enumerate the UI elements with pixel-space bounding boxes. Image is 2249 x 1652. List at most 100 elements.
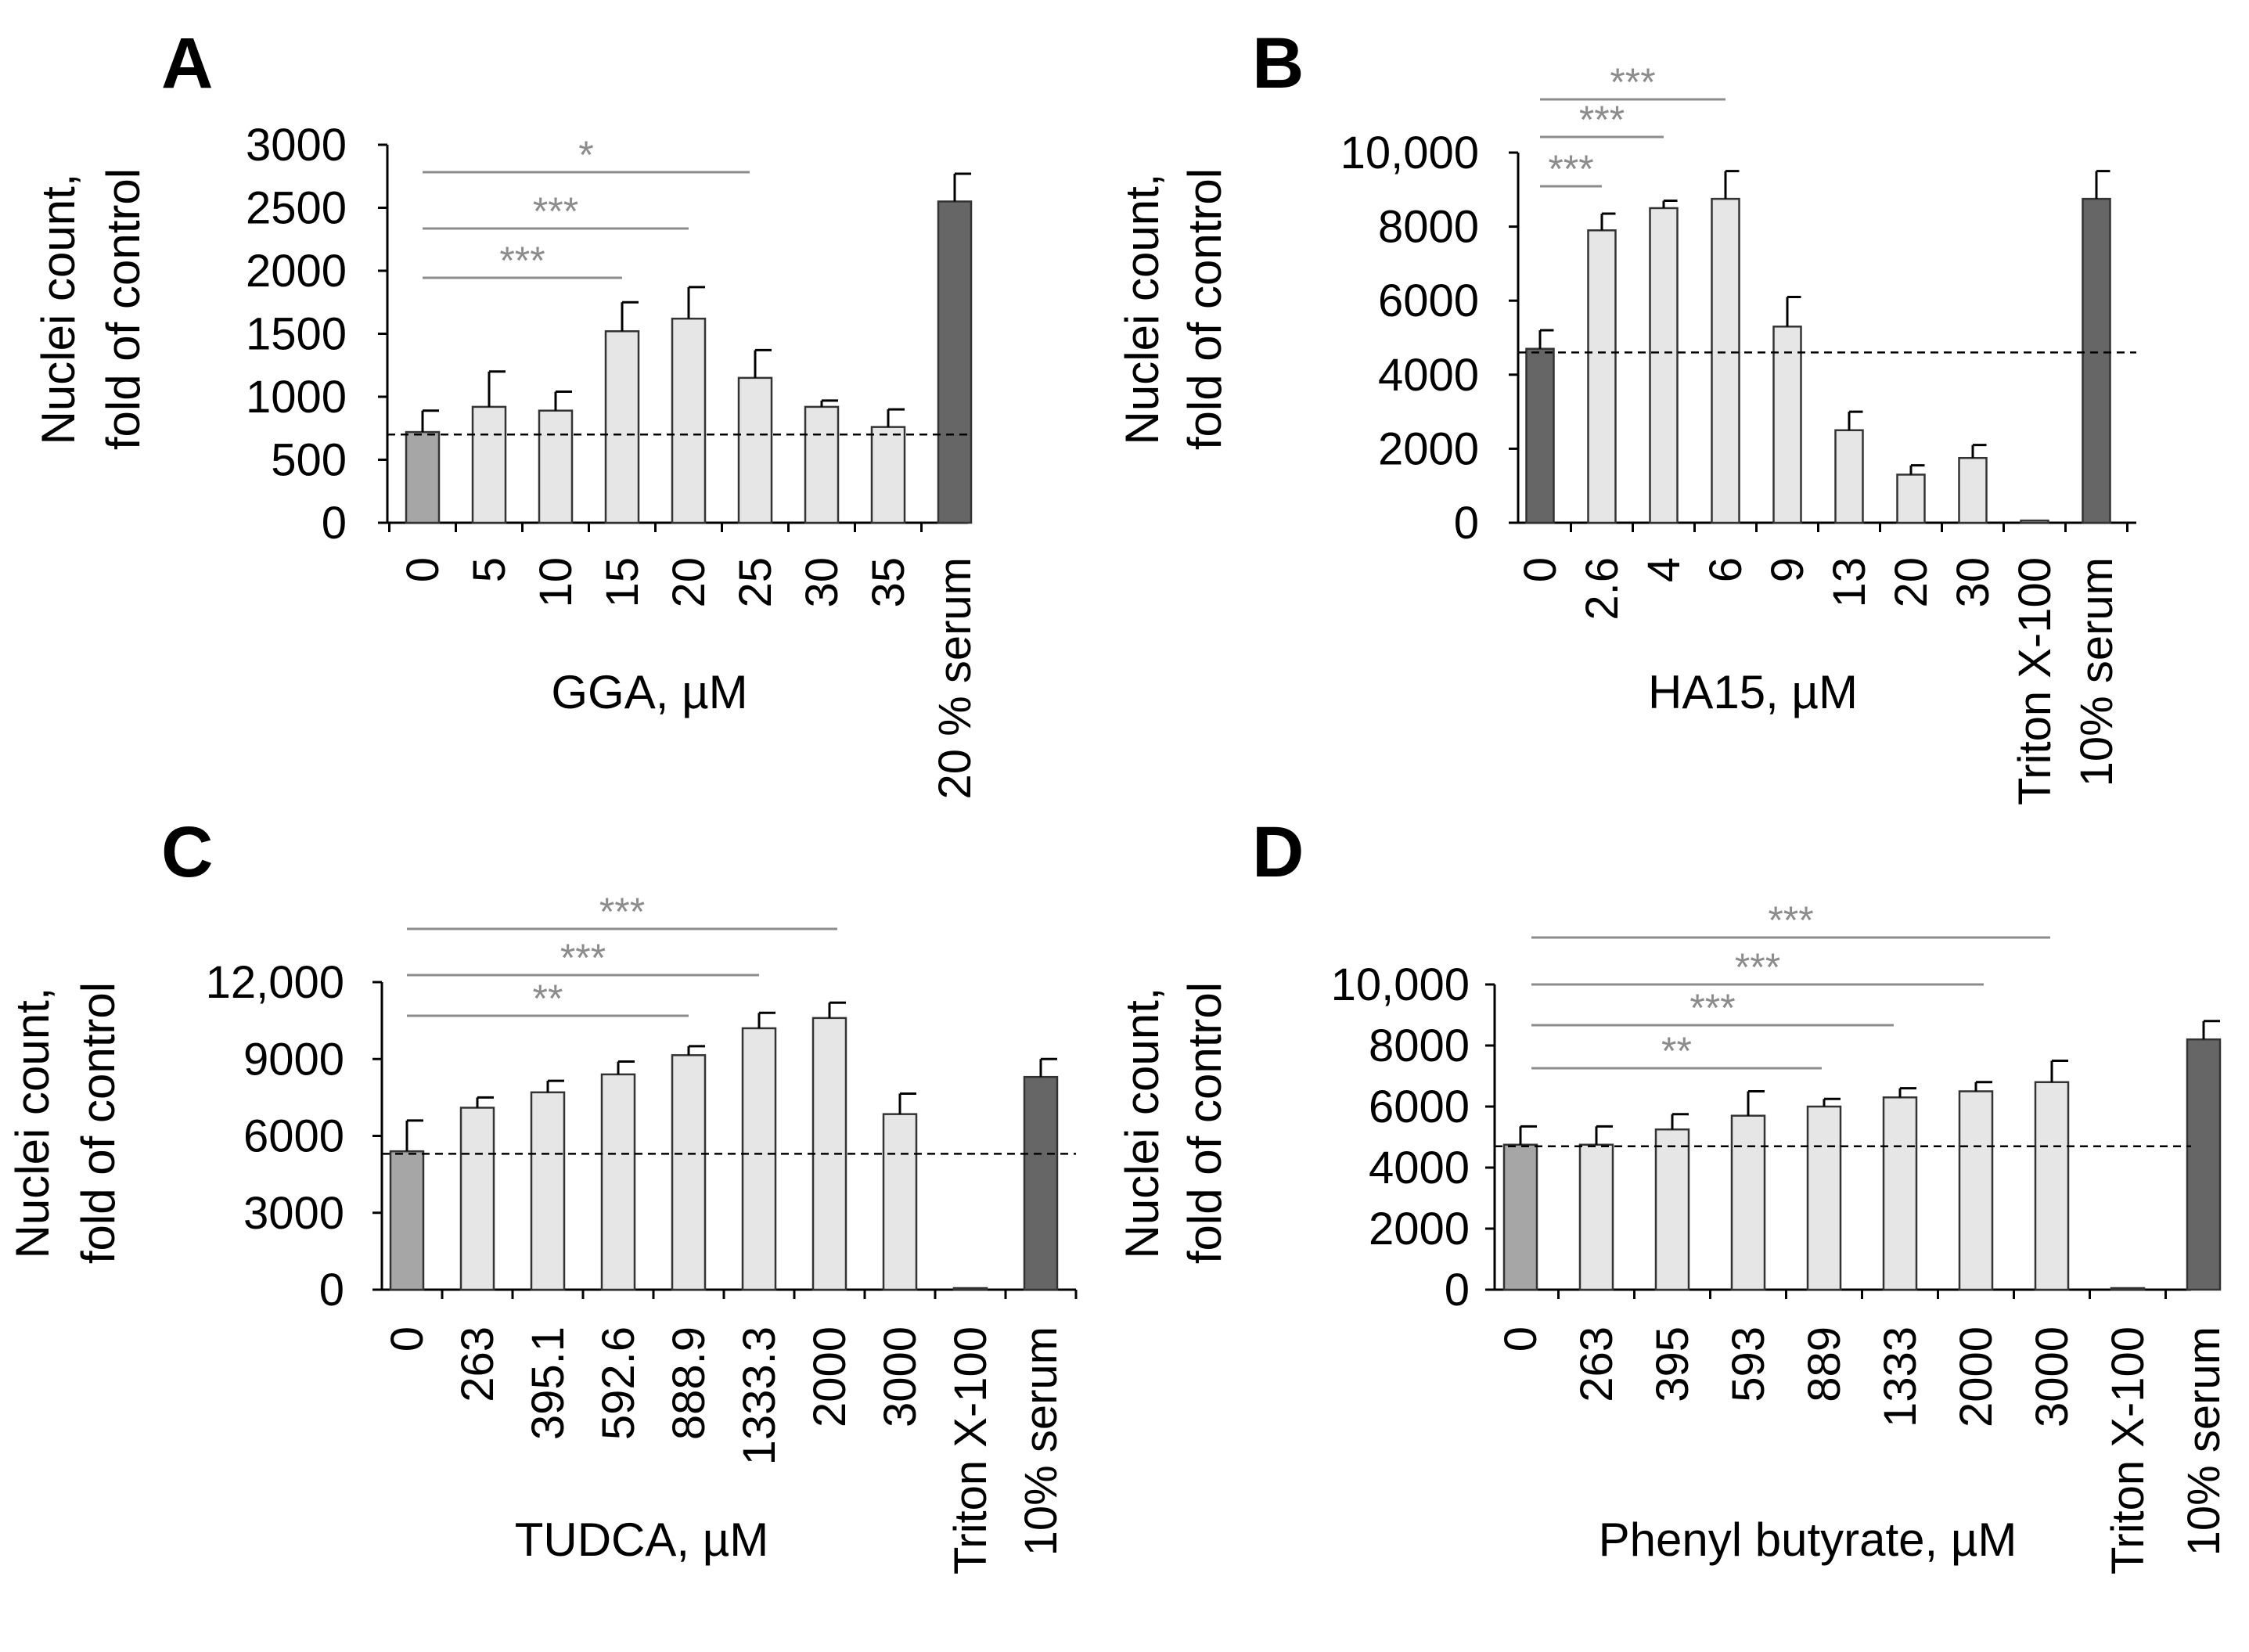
panel-a-bar-2 bbox=[538, 409, 574, 524]
panel-c-category-label-8: Triton X-100 bbox=[945, 1326, 996, 1575]
panel-d-bar-7 bbox=[2034, 1081, 2070, 1291]
panel-c-bar-5 bbox=[741, 1027, 777, 1291]
panel-b-bar-6 bbox=[1896, 473, 1926, 524]
panel-a-ytick-label-6: 3000 bbox=[246, 120, 347, 171]
panel-c-bar-7 bbox=[882, 1113, 918, 1291]
panel-a-ylabel-line-2: fold of control bbox=[97, 168, 149, 450]
panel-a-bar-5 bbox=[737, 376, 773, 524]
panel-c-bar-1 bbox=[459, 1107, 495, 1291]
panel-c-category-label-1: 263 bbox=[452, 1326, 503, 1402]
panel-b-sig-label-0: *** bbox=[1548, 147, 1593, 191]
panel-d-category-label-2: 395 bbox=[1647, 1326, 1698, 1402]
panel-d-category-label-9: 10% serum bbox=[2179, 1326, 2229, 1556]
panel-b-category-label-6: 20 bbox=[1886, 557, 1937, 608]
panel-d-plot: Nuclei count, fold of control 0 2000 4000 600… bbox=[1116, 898, 2229, 1575]
panel-c-category-label-2: 395.1 bbox=[523, 1326, 574, 1440]
panel-b-category-label-2: 4 bbox=[1639, 557, 1689, 582]
panel-b-bar-3 bbox=[1711, 197, 1740, 524]
panel-b-category-label-1: 2.6 bbox=[1577, 557, 1628, 621]
panel-c-sig-label-2: *** bbox=[599, 890, 645, 934]
panel-d-bar-1 bbox=[1578, 1143, 1614, 1291]
panel-d-category-label-0: 0 bbox=[1495, 1326, 1546, 1351]
panel-b-ytick-label-1: 2000 bbox=[1378, 423, 1479, 474]
panel-a-sig-label-0: *** bbox=[499, 239, 545, 283]
panel-a-ytick-label-4: 2000 bbox=[246, 246, 347, 297]
panel-c-category-label-5: 1333.3 bbox=[734, 1326, 785, 1465]
panel-b-ytick-label-0: 0 bbox=[1454, 498, 1479, 549]
panel-b-category-label-9: 10% serum bbox=[2071, 557, 2122, 786]
panel-c-category-label-6: 2000 bbox=[804, 1326, 855, 1427]
panel-d-bar-2 bbox=[1654, 1128, 1690, 1291]
panel-c-category-label-9: 10% serum bbox=[1016, 1326, 1067, 1556]
panel-c-sig-label-0: ** bbox=[533, 977, 563, 1020]
panel-d-sig-label-2: *** bbox=[1735, 945, 1780, 989]
panel-b-ytick-label-4: 8000 bbox=[1378, 202, 1479, 253]
panel-b-category-label-5: 13 bbox=[1824, 557, 1875, 608]
panel-b-bar-5 bbox=[1834, 429, 1864, 524]
panel-b: B Nuclei count, fold of control 0 2000 4000 6… bbox=[1116, 23, 2136, 805]
panel-c-ytick-label-0: 0 bbox=[319, 1265, 344, 1315]
panel-d-sig-label-0: ** bbox=[1661, 1029, 1692, 1073]
panel-b-category-label-3: 6 bbox=[1700, 557, 1751, 582]
panel-a-ytick-label-0: 0 bbox=[322, 498, 347, 549]
panel-a-bar-8 bbox=[937, 200, 973, 524]
panel-c-ytick-label-2: 6000 bbox=[243, 1111, 344, 1162]
panel-d-category-label-4: 889 bbox=[1799, 1326, 1850, 1402]
panel-d-sig-label-1: *** bbox=[1689, 986, 1735, 1030]
panel-d-category-label-6: 2000 bbox=[1951, 1326, 2002, 1427]
panel-b-plot: Nuclei count, fold of control 0 2000 4000 600… bbox=[1116, 60, 2136, 805]
panel-d: D Nuclei count, fold of control 0 2000 4000 6… bbox=[1116, 812, 2229, 1575]
panel-b-letter: B bbox=[1252, 23, 1304, 103]
panel-d-bar-6 bbox=[1958, 1090, 1994, 1291]
panel-d-bar-8 bbox=[2110, 1287, 2146, 1291]
panel-a: A Nuclei count, fold of control 0 500 1000 15… bbox=[32, 23, 981, 799]
panel-b-bar-7 bbox=[1958, 456, 1988, 524]
panel-d-ytick-label-3: 6000 bbox=[1369, 1082, 1470, 1132]
panel-c-bar-3 bbox=[600, 1073, 636, 1291]
panel-c-ytick-label-3: 9000 bbox=[243, 1034, 344, 1085]
panel-c-category-label-7: 3000 bbox=[875, 1326, 926, 1427]
panel-c-bar-2 bbox=[530, 1091, 566, 1291]
panel-c-sig-label-1: *** bbox=[560, 936, 606, 980]
panel-c-ylabel-line-2: fold of control bbox=[72, 982, 124, 1264]
panel-a-category-label-0: 0 bbox=[398, 557, 448, 582]
panel-b-category-label-0: 0 bbox=[1515, 557, 1566, 582]
panel-b-ytick-label-5: 10,000 bbox=[1340, 128, 1479, 178]
panel-a-ytick-label-3: 1500 bbox=[246, 309, 347, 360]
panel-b-ylabel-line-2: fold of control bbox=[1178, 168, 1231, 450]
panel-a-category-label-5: 25 bbox=[730, 557, 781, 608]
panel-d-bar-0 bbox=[1502, 1143, 1538, 1291]
panel-d-sig-label-3: *** bbox=[1768, 898, 1813, 942]
panel-a-category-label-4: 20 bbox=[664, 557, 714, 608]
panel-c-category-label-0: 0 bbox=[382, 1326, 433, 1351]
panel-a-ytick-label-5: 2500 bbox=[246, 183, 347, 234]
panel-c-bar-9 bbox=[1023, 1075, 1059, 1291]
panel-c-letter: C bbox=[161, 812, 213, 892]
panel-d-category-label-7: 3000 bbox=[2027, 1326, 2078, 1427]
panel-a-xlabel: GGA, µM bbox=[551, 666, 747, 718]
panel-a-category-label-7: 35 bbox=[863, 557, 914, 608]
panel-a-category-label-2: 10 bbox=[531, 557, 581, 608]
panel-d-bar-4 bbox=[1806, 1105, 1842, 1291]
panel-c-bar-0 bbox=[389, 1150, 425, 1291]
panel-b-category-label-8: Triton X-100 bbox=[2010, 557, 2060, 805]
panel-b-ylabel-line-1: Nuclei count, bbox=[1116, 174, 1168, 445]
panel-d-letter: D bbox=[1252, 812, 1304, 892]
panel-a-ylabel-line-1: Nuclei count, bbox=[32, 174, 85, 445]
panel-a-bar-3 bbox=[604, 330, 640, 524]
panel-a-sig-label-2: * bbox=[578, 133, 593, 177]
panel-c-category-label-3: 592.6 bbox=[593, 1326, 644, 1440]
panel-a-ytick-label-2: 1000 bbox=[246, 372, 347, 423]
panel-b-sig-label-1: *** bbox=[1579, 98, 1625, 142]
panel-b-ytick-label-3: 6000 bbox=[1378, 275, 1479, 326]
panel-c-plot: Nuclei count, fold of control 0 3000 6000 900… bbox=[6, 890, 1078, 1575]
panel-b-category-label-7: 30 bbox=[1948, 557, 1999, 608]
panel-d-category-label-1: 263 bbox=[1571, 1326, 1622, 1402]
panel-a-bar-7 bbox=[870, 426, 906, 524]
panel-d-ytick-label-5: 10,000 bbox=[1331, 959, 1470, 1010]
panel-c-category-label-4: 888.9 bbox=[664, 1326, 714, 1440]
panel-d-bar-9 bbox=[2186, 1038, 2222, 1291]
panel-d-ytick-label-1: 2000 bbox=[1369, 1204, 1470, 1254]
